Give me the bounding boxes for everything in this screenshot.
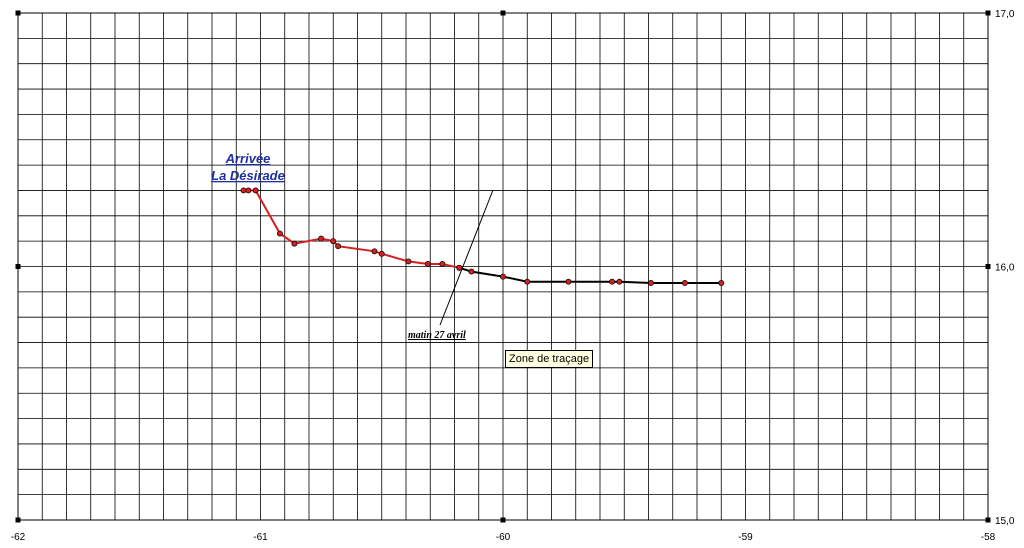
morning-annotation: matin 27 avril <box>408 330 466 341</box>
data-point[interactable] <box>718 280 725 286</box>
x-tick-label: -61 <box>253 532 268 543</box>
data-point[interactable] <box>439 261 446 267</box>
grid-lines <box>18 13 988 520</box>
plot-selection-handle[interactable] <box>500 517 506 523</box>
data-point[interactable] <box>647 280 654 286</box>
data-point[interactable] <box>424 261 431 267</box>
plot-selection-handle[interactable] <box>15 10 21 16</box>
y-tick-label: 15,0 <box>995 516 1015 527</box>
data-point[interactable] <box>318 235 325 242</box>
data-point[interactable] <box>405 258 412 265</box>
data-point[interactable] <box>681 280 688 286</box>
data-point[interactable] <box>291 240 298 247</box>
plot-selection-handle[interactable] <box>985 517 991 523</box>
x-tick-label: -62 <box>11 532 26 543</box>
plot-selection-handle[interactable] <box>15 264 21 269</box>
series-line-1 <box>243 189 460 269</box>
x-tick-label: -59 <box>738 532 753 543</box>
x-tick-label: -58 <box>981 532 996 543</box>
data-point[interactable] <box>252 187 259 194</box>
data-point[interactable] <box>335 243 342 250</box>
data-point[interactable] <box>456 264 463 271</box>
data-point[interactable] <box>565 278 572 285</box>
series-layer <box>240 187 725 286</box>
data-point[interactable] <box>240 187 247 194</box>
plot-selection-handle[interactable] <box>15 517 21 523</box>
series-line-2 <box>459 266 722 284</box>
annotation-pointer-line <box>439 189 494 326</box>
data-point[interactable] <box>276 230 283 237</box>
data-point[interactable] <box>616 278 623 285</box>
axis-markers <box>15 10 991 523</box>
y-tick-label: 17,0 <box>995 9 1015 20</box>
data-point[interactable] <box>500 273 506 280</box>
plot-selection-handle[interactable] <box>985 264 991 269</box>
plot-area-tooltip: Zone de traçage <box>505 350 594 368</box>
data-point[interactable] <box>371 248 378 255</box>
x-tick-labels: -62 -61 -60 -59 -58 <box>11 532 996 543</box>
arrival-label-line1: Arrivée <box>225 151 271 166</box>
arrival-label-line2: La Désirade <box>211 168 285 183</box>
data-point[interactable] <box>468 268 475 275</box>
y-tick-labels: 15,0 16,0 17,0 <box>995 9 1015 527</box>
data-point[interactable] <box>378 250 385 257</box>
data-point[interactable] <box>245 187 252 194</box>
plot-selection-handle[interactable] <box>985 10 991 16</box>
data-point[interactable] <box>609 278 616 285</box>
plot-selection-handle[interactable] <box>500 10 506 16</box>
data-point[interactable] <box>330 238 337 245</box>
x-tick-label: -60 <box>496 532 511 543</box>
data-point[interactable] <box>524 278 531 285</box>
y-tick-label: 16,0 <box>995 263 1015 274</box>
